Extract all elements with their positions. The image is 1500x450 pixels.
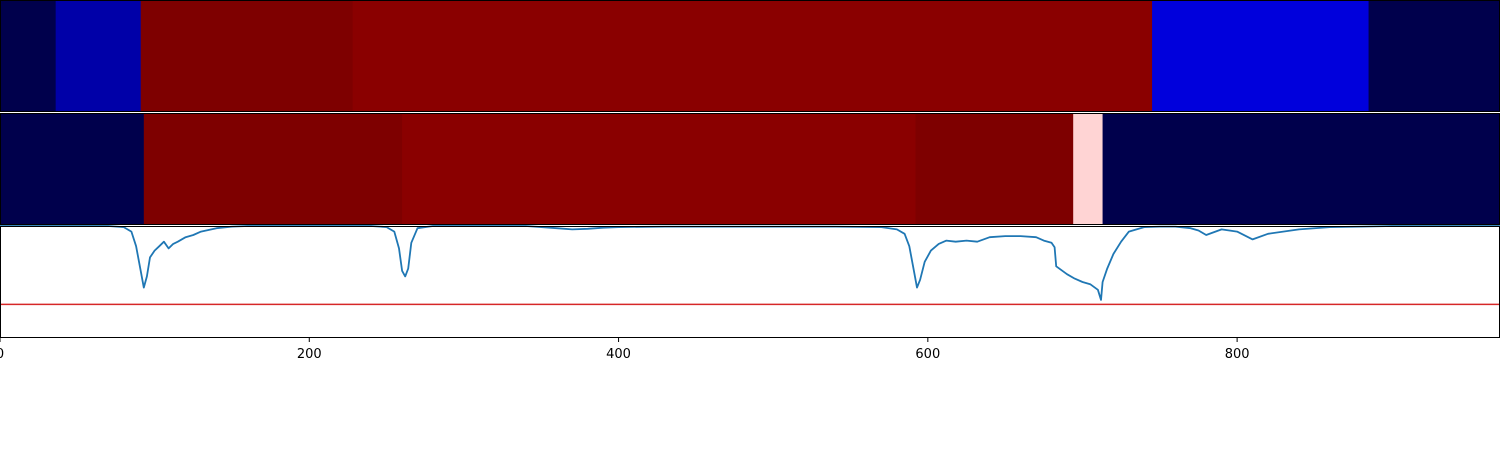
row-1-segment-1 <box>0 0 57 112</box>
panel-frame-3 <box>0 226 1500 338</box>
x-tick-label-1: 0 <box>0 347 4 362</box>
row-2-segment-1 <box>0 113 145 225</box>
x-tick-label-5: 800 <box>1225 347 1250 362</box>
row-1-segment-3 <box>140 0 354 112</box>
x-tick-label-3: 400 <box>606 347 631 362</box>
x-tick-label-4: 600 <box>915 347 940 362</box>
row-2-segment-5 <box>1073 113 1104 225</box>
row-2-segment-4 <box>915 113 1074 225</box>
x-axis: 0 200 400 600 800 <box>0 338 1250 362</box>
row-1-segment-4 <box>352 0 1153 112</box>
series-line-1 <box>0 225 1500 301</box>
segment-row-2 <box>0 113 1500 225</box>
x-tick-label-2: 200 <box>297 347 322 362</box>
row-1-segment-6 <box>1368 0 1500 112</box>
line-panel <box>0 225 1500 306</box>
row-2-segment-6 <box>1102 113 1500 225</box>
row-2-segment-2 <box>143 113 403 225</box>
row-1-segment-2 <box>55 0 142 112</box>
row-2-segment-3 <box>402 113 916 225</box>
segment-row-1 <box>0 0 1500 112</box>
row-1-segment-5 <box>1152 0 1370 112</box>
